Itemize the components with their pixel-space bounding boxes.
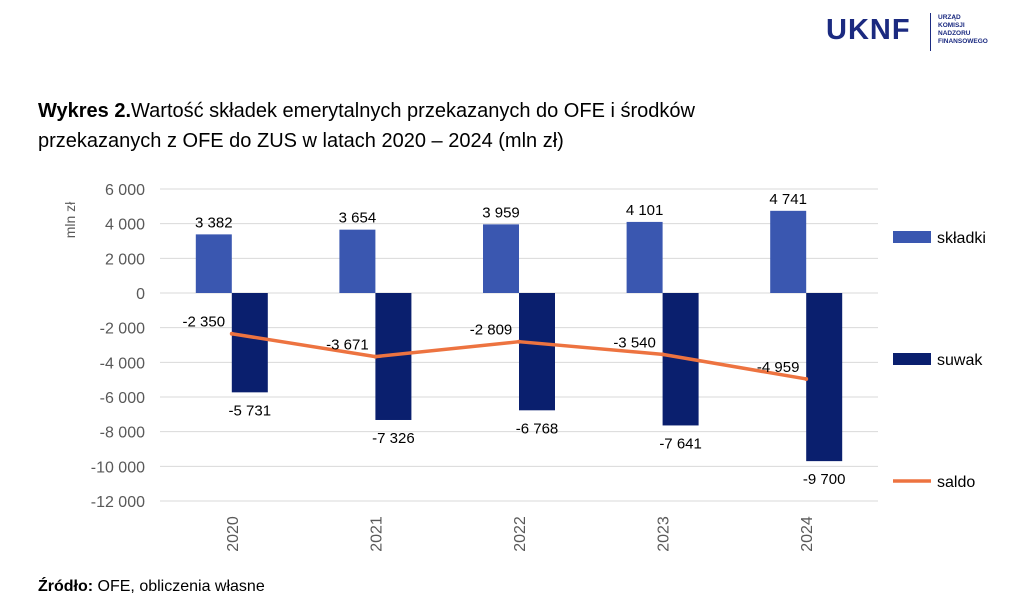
logo-subtitle-line: NADZORU — [938, 30, 971, 37]
data-label-suwak: -5 731 — [229, 402, 272, 419]
saldo-point — [229, 331, 234, 336]
y-tick-label: -4 000 — [100, 355, 145, 372]
logo-divider — [930, 13, 931, 51]
data-label-skladki: 4 741 — [769, 191, 807, 208]
y-tick-label: -8 000 — [100, 425, 145, 442]
data-label-skladki: 3 382 — [195, 214, 233, 231]
bar-suwak — [519, 293, 555, 411]
y-tick-label: -10 000 — [91, 459, 145, 476]
y-tick-label: -12 000 — [91, 494, 145, 511]
logo-subtitle-line: KOMISJI — [938, 22, 965, 29]
legend-label-saldo: saldo — [937, 474, 975, 491]
source-text: OFE, obliczenia własne — [93, 578, 265, 595]
legend-label-suwak: suwak — [937, 352, 983, 369]
bar-suwak — [806, 293, 843, 462]
source-note: Źródło: OFE, obliczenia własne — [38, 578, 265, 596]
data-label-saldo: -3 540 — [613, 334, 656, 351]
chart-title: Wykres 2.Wartość składek emerytalnych pr… — [38, 96, 798, 156]
x-tick-label: 2020 — [225, 516, 242, 552]
y-tick-label: -6 000 — [100, 390, 145, 407]
data-label-skladki: 3 959 — [482, 204, 520, 221]
data-label-saldo: -4 959 — [757, 359, 800, 376]
bar-skladki — [626, 221, 663, 293]
legend-swatch-suwak — [893, 353, 931, 365]
x-tick-label: 2021 — [368, 516, 385, 552]
data-label-skladki: 3 654 — [339, 210, 377, 227]
x-tick-label: 2022 — [512, 516, 529, 552]
chart-title-text: Wartość składek emerytalnych przekazanyc… — [38, 100, 695, 152]
data-label-saldo: -2 809 — [470, 322, 513, 339]
y-axis-label: mln zł — [62, 201, 78, 238]
saldo-point — [373, 354, 378, 359]
y-tick-label: 2 000 — [105, 251, 145, 268]
legend-swatch-skladki — [893, 231, 931, 243]
y-tick-label: 0 — [136, 286, 145, 303]
logo-subtitle: URZĄD KOMISJI NADZORU FINANSOWEGO — [938, 14, 1018, 46]
bar-skladki — [770, 210, 807, 293]
saldo-point — [517, 339, 521, 344]
data-label-suwak: -7 326 — [372, 430, 415, 447]
y-tick-label: 4 000 — [105, 217, 145, 234]
data-label-skladki: 4 101 — [626, 202, 664, 219]
chart-title-prefix: Wykres 2. — [38, 100, 132, 122]
logo-subtitle-line: URZĄD — [938, 14, 961, 21]
data-label-saldo: -3 671 — [326, 337, 369, 354]
legend-label-skladki: składki — [937, 230, 986, 247]
bar-skladki — [195, 234, 232, 293]
logo-subtitle-line: FINANSOWEGO — [938, 38, 988, 45]
data-label-suwak: -9 700 — [803, 471, 846, 488]
source-label: Źródło: — [38, 578, 94, 595]
bar-suwak — [231, 293, 268, 393]
bar-skladki — [483, 224, 519, 293]
logo-wordmark: UKNF — [826, 14, 911, 46]
x-tick-label: 2023 — [656, 516, 673, 552]
data-label-suwak: -6 768 — [516, 420, 559, 437]
saldo-point — [660, 352, 665, 357]
data-label-saldo: -2 350 — [183, 314, 226, 331]
y-tick-label: -2 000 — [100, 321, 145, 338]
y-tick-label: 6 000 — [105, 182, 145, 199]
bar-skladki — [339, 229, 376, 293]
data-label-suwak: -7 641 — [659, 435, 702, 452]
saldo-point — [804, 376, 809, 381]
x-tick-label: 2024 — [799, 516, 816, 552]
